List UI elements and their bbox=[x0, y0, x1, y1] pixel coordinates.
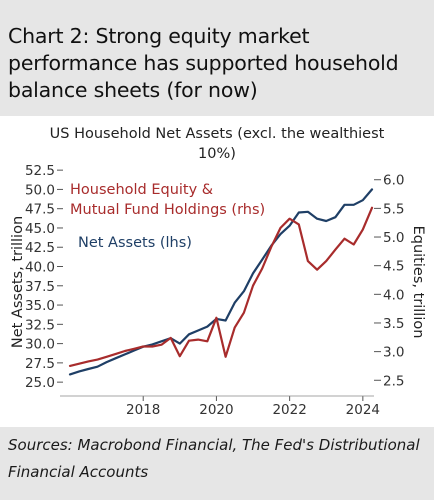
left-tick-label: 30.0 bbox=[25, 337, 55, 353]
chart-title-line-2: 10%) bbox=[198, 146, 236, 162]
left-tick-label: 45.0 bbox=[25, 221, 55, 237]
right-tick-label: 4.5 bbox=[383, 259, 404, 275]
left-axis-label: Net Assets, trillion bbox=[10, 216, 26, 348]
x-axis-ticks: 2018 2020 2022 2024 bbox=[126, 396, 380, 418]
right-axis-label: Equities, trillion bbox=[410, 226, 426, 339]
right-tick-label: 4.0 bbox=[383, 287, 404, 303]
title-band bbox=[0, 0, 434, 116]
left-tick-label: 35.0 bbox=[25, 298, 55, 314]
series-layer bbox=[68, 188, 374, 376]
figure-title: Chart 2: Strong equity market performanc… bbox=[8, 24, 399, 102]
net-assets-series-line bbox=[68, 188, 374, 376]
x-tick-label: 2018 bbox=[126, 402, 160, 418]
legend-equity-line-2: Mutual Fund Holdings (rhs) bbox=[70, 202, 265, 218]
line-chart: US Household Net Assets (excl. the wealt… bbox=[10, 126, 426, 418]
left-axis-ticks: 25.0 27.5 30.0 32.5 35.0 37.5 40.0 42.5 45.0 47.5… bbox=[25, 163, 63, 391]
left-tick-label: 40.0 bbox=[25, 260, 55, 276]
left-tick-label: 50.0 bbox=[25, 182, 55, 198]
x-tick-label: 2022 bbox=[272, 402, 306, 418]
right-axis-ticks: 2.5 3.0 3.5 4.0 4.5 5.0 5.5 6.0 bbox=[374, 173, 404, 389]
source-band bbox=[0, 427, 434, 500]
left-tick-label: 52.5 bbox=[25, 163, 55, 179]
left-tick-label: 25.0 bbox=[25, 375, 55, 391]
left-tick-label: 47.5 bbox=[25, 202, 55, 218]
left-tick-label: 27.5 bbox=[25, 356, 55, 372]
x-tick-label: 2020 bbox=[199, 402, 233, 418]
legend-net-assets: Net Assets (lhs) bbox=[78, 235, 192, 251]
left-tick-label: 37.5 bbox=[25, 279, 55, 295]
left-tick-label: 32.5 bbox=[25, 317, 55, 333]
right-tick-label: 5.5 bbox=[383, 201, 404, 217]
x-tick-label: 2024 bbox=[346, 402, 380, 418]
left-tick-label: 42.5 bbox=[25, 240, 55, 256]
right-tick-label: 2.5 bbox=[383, 373, 404, 389]
chart-title-line-1: US Household Net Assets (excl. the wealt… bbox=[50, 126, 385, 142]
right-tick-label: 3.5 bbox=[383, 316, 404, 332]
right-tick-label: 5.0 bbox=[383, 230, 404, 246]
right-tick-label: 6.0 bbox=[383, 173, 404, 189]
source-note: Sources: Macrobond Financial, The Fed's … bbox=[8, 436, 420, 481]
legend-equity-line-1: Household Equity & bbox=[70, 182, 213, 198]
right-tick-label: 3.0 bbox=[383, 345, 404, 361]
equity-series-line bbox=[68, 206, 374, 367]
plot-panel bbox=[0, 116, 434, 427]
